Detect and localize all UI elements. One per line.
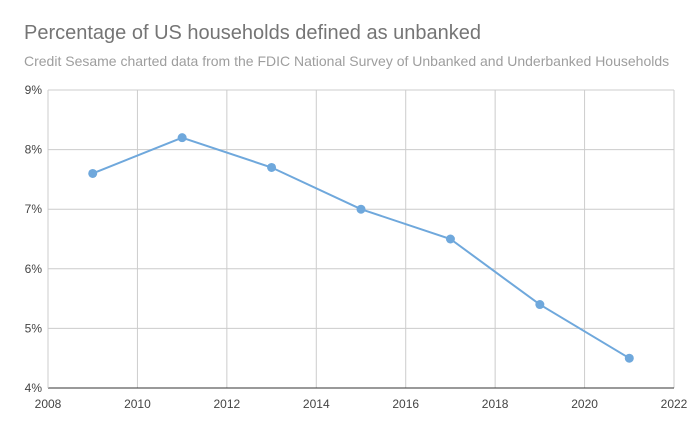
x-tick-label: 2018 <box>482 397 509 411</box>
x-tick-label: 2010 <box>124 397 151 411</box>
y-tick-label: 7% <box>25 202 43 216</box>
data-point <box>88 168 98 178</box>
data-point <box>267 162 277 172</box>
x-tick-label: 2022 <box>661 397 688 411</box>
x-tick-label: 2020 <box>571 397 598 411</box>
data-point <box>177 133 187 143</box>
data-point <box>624 353 634 363</box>
series-line <box>92 136 630 360</box>
chart-title: Percentage of US households defined as u… <box>24 22 482 44</box>
y-tick-label: 6% <box>25 262 43 276</box>
x-tick-label: 2008 <box>35 397 62 411</box>
y-tick-label: 9% <box>25 83 43 97</box>
y-tick-label: 8% <box>25 143 43 157</box>
x-tick-label: 2014 <box>303 397 330 411</box>
y-tick-label: 5% <box>25 321 43 335</box>
x-tick-label: 2016 <box>392 397 419 411</box>
data-point <box>356 204 366 214</box>
y-tick-label: 4% <box>25 381 43 395</box>
chart-subtitle: Credit Sesame charted data from the FDIC… <box>24 53 670 69</box>
data-point <box>445 234 455 244</box>
x-tick-label: 2012 <box>214 397 241 411</box>
data-point <box>535 300 545 310</box>
